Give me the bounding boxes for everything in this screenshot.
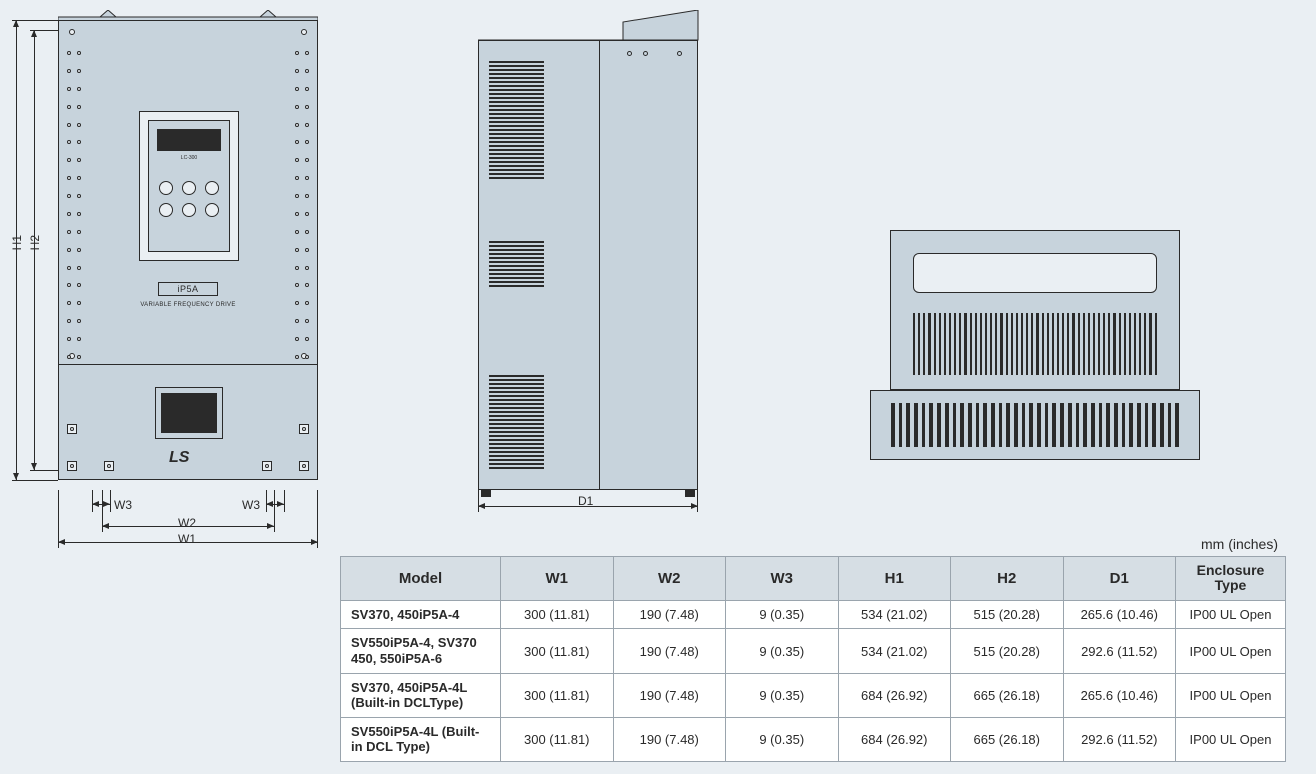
table-row: SV370, 450iP5A-4 300 (11.81) 190 (7.48) … <box>341 600 1286 629</box>
cell-h1: 534 (21.02) <box>838 600 951 629</box>
col-w1: W1 <box>501 556 614 600</box>
keypad-btn-stop-icon <box>182 203 196 217</box>
keypad-display <box>157 129 221 151</box>
top-vents <box>913 313 1157 375</box>
cell-w2: 190 (7.48) <box>613 673 726 717</box>
top-lower-vents <box>891 403 1179 447</box>
cell-h1: 684 (26.92) <box>838 673 951 717</box>
page-canvas: H1 H2 <box>0 0 1316 774</box>
cell-model: SV370, 450iP5A-4L (Built-in DCLType) <box>341 673 501 717</box>
front-bottom-cover: LS <box>59 364 317 479</box>
cell-w1: 300 (11.81) <box>501 673 614 717</box>
product-label: iP5A <box>158 282 217 296</box>
cell-d1: 292.6 (11.52) <box>1063 717 1176 761</box>
table-row: SV550iP5A-4, SV370 450, 550iP5A-6 300 (1… <box>341 629 1286 673</box>
keypad-btn-fwd-icon <box>159 203 173 217</box>
col-h1: H1 <box>838 556 951 600</box>
top-lower <box>870 390 1200 460</box>
keypad-btn-rev-icon <box>205 203 219 217</box>
col-h2: H2 <box>951 556 1064 600</box>
cell-d1: 292.6 (11.52) <box>1063 629 1176 673</box>
cell-h2: 515 (20.28) <box>951 629 1064 673</box>
keypad-btn-up2-icon <box>205 181 219 195</box>
col-model: Model <box>341 556 501 600</box>
keypad-btn-up-icon <box>159 181 173 195</box>
cell-w3: 9 (0.35) <box>726 600 839 629</box>
dim-label-w2: W2 <box>178 516 196 530</box>
col-enc: Enclosure Type <box>1176 556 1286 600</box>
top-outer <box>890 230 1180 390</box>
col-w3: W3 <box>726 556 839 600</box>
cell-w3: 9 (0.35) <box>726 717 839 761</box>
dimension-table-wrap: mm (inches) Model W1 W2 W3 H1 H2 D1 Encl… <box>340 536 1286 762</box>
keypad-btn-enter-icon <box>182 181 196 195</box>
cell-h1: 534 (21.02) <box>838 629 951 673</box>
top-window <box>913 253 1157 293</box>
keypad-panel: LC-300 <box>139 111 239 261</box>
side-view <box>478 10 708 500</box>
cell-h1: 684 (26.92) <box>838 717 951 761</box>
dim-label-w3-right: W3 <box>242 498 260 512</box>
cell-w3: 9 (0.35) <box>726 673 839 717</box>
cell-w1: 300 (11.81) <box>501 717 614 761</box>
keypad-model-label: LC-300 <box>149 155 229 161</box>
table-row: SV370, 450iP5A-4L (Built-in DCLType) 300… <box>341 673 1286 717</box>
cell-model: SV550iP5A-4, SV370 450, 550iP5A-6 <box>341 629 501 673</box>
cell-w1: 300 (11.81) <box>501 629 614 673</box>
cell-w2: 190 (7.48) <box>613 629 726 673</box>
table-row: SV550iP5A-4L (Built-in DCL Type) 300 (11… <box>341 717 1286 761</box>
dim-d1: D1 <box>478 490 698 520</box>
cell-enc: IP00 UL Open <box>1176 629 1286 673</box>
cell-w2: 190 (7.48) <box>613 717 726 761</box>
brand-logo: LS <box>169 449 189 467</box>
cell-w3: 9 (0.35) <box>726 629 839 673</box>
col-d1: D1 <box>1063 556 1176 600</box>
nameplate: iP5A VARIABLE FREQUENCY DRIVE <box>59 281 317 308</box>
unit-note: mm (inches) <box>340 536 1286 552</box>
dim-h1-h2: H1 H2 <box>12 10 58 490</box>
front-view: LC-300 iP5A VARIABLE FREQUENCY <box>58 10 318 490</box>
side-shell <box>478 40 698 490</box>
front-body: LC-300 iP5A VARIABLE FREQUENCY <box>58 20 318 480</box>
col-w2: W2 <box>613 556 726 600</box>
cell-h2: 665 (26.18) <box>951 717 1064 761</box>
cell-enc: IP00 UL Open <box>1176 717 1286 761</box>
dim-w-group: W3 W3 W2 W1 <box>58 490 318 560</box>
cell-model: SV550iP5A-4L (Built-in DCL Type) <box>341 717 501 761</box>
dim-label-w3-left: W3 <box>114 498 132 512</box>
cell-h2: 665 (26.18) <box>951 673 1064 717</box>
dimension-table: Model W1 W2 W3 H1 H2 D1 Enclosure Type S… <box>340 556 1286 762</box>
cell-enc: IP00 UL Open <box>1176 673 1286 717</box>
table-header-row: Model W1 W2 W3 H1 H2 D1 Enclosure Type <box>341 556 1286 600</box>
dim-label-h1: H1 <box>10 235 24 250</box>
cell-w2: 190 (7.48) <box>613 600 726 629</box>
rating-plate-icon <box>161 393 217 433</box>
product-subtitle: VARIABLE FREQUENCY DRIVE <box>59 302 317 308</box>
cell-d1: 265.6 (10.46) <box>1063 673 1176 717</box>
dim-label-w1: W1 <box>178 532 196 546</box>
cell-model: SV370, 450iP5A-4 <box>341 600 501 629</box>
cell-d1: 265.6 (10.46) <box>1063 600 1176 629</box>
cell-w1: 300 (11.81) <box>501 600 614 629</box>
dim-label-d1: D1 <box>578 494 593 508</box>
cell-h2: 515 (20.28) <box>951 600 1064 629</box>
cell-enc: IP00 UL Open <box>1176 600 1286 629</box>
dim-label-h2: H2 <box>28 235 42 250</box>
top-view <box>870 230 1200 460</box>
